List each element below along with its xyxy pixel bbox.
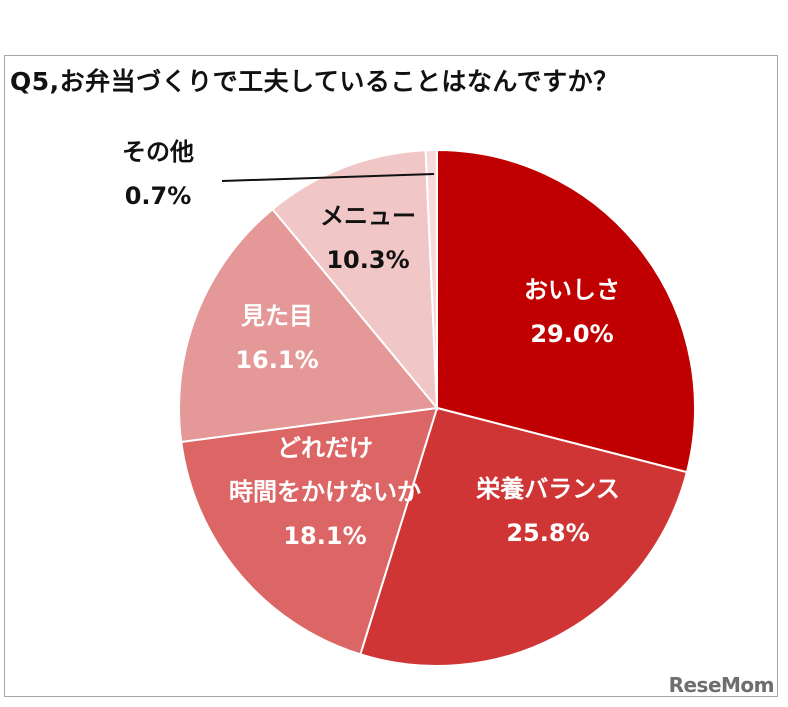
pie-slice — [178, 207, 439, 444]
slice-label: 見た目 — [241, 302, 313, 330]
chart-frame — [4, 55, 778, 697]
pie-slice — [436, 148, 696, 474]
slice-value-label: 25.8% — [506, 519, 589, 547]
slice-value-label: 16.1% — [235, 346, 318, 374]
slice-label: どれだけ — [277, 434, 373, 462]
pie-slice — [271, 149, 439, 411]
resemom-logo: ReseMom — [668, 673, 775, 697]
slice-label: メニュー — [320, 202, 416, 230]
slice-value-label: 29.0% — [530, 320, 613, 348]
slice-value-label: 18.1% — [283, 522, 366, 550]
chart-title: Q5,お弁当づくりで工夫していることはなんですか？ — [10, 67, 619, 96]
slice-label: 栄養バランス — [475, 475, 620, 503]
slice-value-label: 10.3% — [326, 246, 409, 274]
leader-line — [221, 173, 435, 182]
pie-slice — [359, 406, 689, 667]
slice-label: その他 — [122, 138, 194, 166]
pie-slice — [180, 406, 439, 656]
slice-label: おいしさ — [524, 276, 620, 304]
slice-label: 時間をかけないか — [229, 478, 421, 506]
pie-slice — [424, 148, 438, 409]
slice-value-label: 0.7% — [125, 182, 192, 210]
